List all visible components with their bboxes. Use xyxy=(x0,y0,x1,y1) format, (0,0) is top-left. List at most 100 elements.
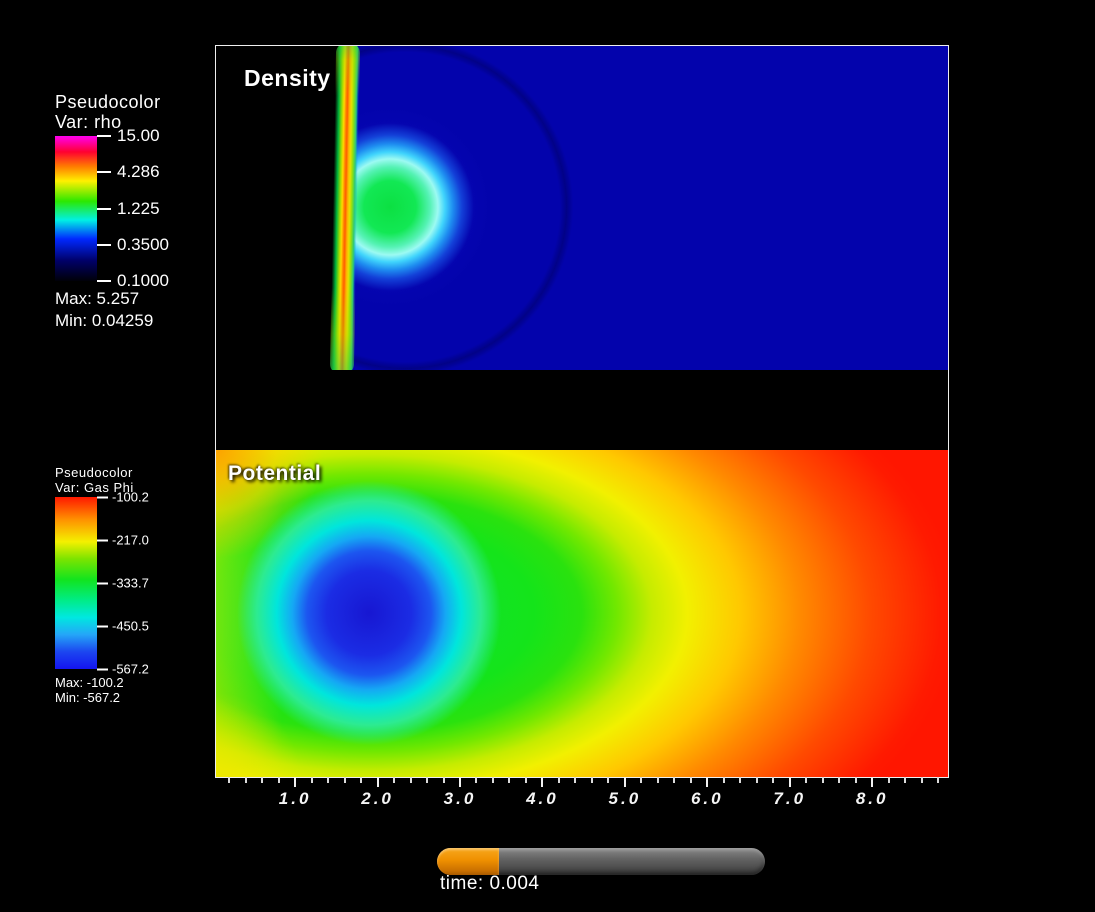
render-viewport: Density Potential xyxy=(215,45,949,778)
legend-tick-label: -450.5 xyxy=(112,618,149,634)
axis-tick-label: 8.0 xyxy=(855,789,889,808)
axis-minor-tick xyxy=(360,777,363,783)
legend-tick: 1.225 xyxy=(97,199,160,219)
legend-tick-label: 15.00 xyxy=(117,126,160,145)
density-colorbar xyxy=(55,136,97,281)
axis-minor-tick xyxy=(805,777,808,783)
legend-tick-label: -100.2 xyxy=(112,489,149,505)
density-pseudocolor-field xyxy=(344,46,948,370)
axis-tick-label: 3.0 xyxy=(443,789,477,808)
axis-minor-tick xyxy=(887,777,890,783)
axis-minor-tick xyxy=(821,777,824,783)
legend-tick-mark xyxy=(97,207,111,210)
axis-minor-tick xyxy=(277,777,280,783)
potential-max-label: Max: -100.2 xyxy=(55,675,124,690)
axis-minor-tick xyxy=(673,777,676,783)
axis-major-tick xyxy=(706,777,709,787)
time-slider-track[interactable] xyxy=(437,848,765,875)
legend-tick-label: 1.225 xyxy=(117,198,160,218)
axis-minor-tick xyxy=(491,777,494,783)
axis-minor-tick xyxy=(393,777,396,783)
legend-tick-label: -333.7 xyxy=(112,575,149,591)
legend-tick: -333.7 xyxy=(97,576,149,591)
axis-tick-label: 2.0 xyxy=(361,789,394,808)
x-axis: 1.0 2.0 3.0 4.0 5.0 6.0 7.0 8.0 xyxy=(216,777,948,819)
axis-major-tick xyxy=(541,777,544,787)
axis-minor-tick xyxy=(689,777,692,783)
axis-minor-tick xyxy=(904,777,907,783)
axis-minor-tick xyxy=(755,777,758,783)
axis-minor-tick xyxy=(838,777,841,783)
potential-plot-panel[interactable]: Potential xyxy=(216,450,948,777)
axis-minor-tick xyxy=(327,777,330,783)
legend-tick-label: -567.2 xyxy=(112,661,149,677)
legend-tick: 4.286 xyxy=(97,162,160,182)
axis-minor-tick xyxy=(244,777,247,783)
axis-major-tick xyxy=(376,777,379,787)
legend-tick-mark xyxy=(97,582,108,584)
potential-min-label: Min: -567.2 xyxy=(55,690,121,705)
legend-tick-mark xyxy=(97,668,108,670)
axis-minor-tick xyxy=(722,777,725,783)
density-min-label: Min: 0.04259 xyxy=(55,311,154,330)
density-legend-title: Pseudocolor xyxy=(55,92,161,112)
potential-colorbar xyxy=(55,497,97,669)
axis-minor-tick xyxy=(590,777,593,783)
axis-minor-tick xyxy=(261,777,264,783)
axis-major-tick xyxy=(871,777,874,787)
legend-tick-label: 4.286 xyxy=(117,162,160,182)
density-plot-panel[interactable]: Density xyxy=(216,46,948,370)
time-slider-fill xyxy=(437,848,500,875)
axis-minor-tick xyxy=(475,777,478,783)
potential-colorbar-ticks: -100.2 -217.0 -333.7 -450.5 -567.2 xyxy=(97,490,217,677)
axis-minor-tick xyxy=(656,777,659,783)
legend-tick-mark xyxy=(97,539,108,541)
potential-legend: Pseudocolor Var: Gas Phi -100.2 -217.0 -33… xyxy=(55,465,215,705)
axis-tick-label: 1.0 xyxy=(278,789,312,808)
legend-tick: -450.5 xyxy=(97,619,149,634)
axis-minor-tick xyxy=(772,777,775,783)
axis-minor-tick xyxy=(640,777,643,783)
potential-legend-title: Pseudocolor xyxy=(55,465,133,480)
potential-legend-variable: Var: Gas Phi xyxy=(55,480,134,495)
axis-minor-tick xyxy=(409,777,412,783)
legend-tick: -217.0 xyxy=(97,533,149,548)
legend-tick-mark xyxy=(97,243,111,246)
axis-tick-label: 7.0 xyxy=(773,789,807,808)
time-label: time: 0.004 xyxy=(440,873,540,894)
potential-pseudocolor-field xyxy=(216,450,948,777)
legend-tick-label: 0.1000 xyxy=(117,271,169,290)
axis-tick-label: 6.0 xyxy=(690,789,724,808)
axis-minor-tick xyxy=(937,777,940,783)
density-colorbar-ticks: 15.00 4.286 1.225 0.3500 0.1000 xyxy=(97,126,217,290)
axis-major-tick xyxy=(623,777,626,787)
legend-tick: 0.3500 xyxy=(97,235,169,255)
legend-tick-mark xyxy=(97,280,111,282)
legend-tick: -567.2 xyxy=(97,662,149,677)
axis-minor-tick xyxy=(524,777,527,783)
density-plot-title: Density xyxy=(244,65,331,91)
axis-minor-tick xyxy=(574,777,577,783)
legend-tick-label: 0.3500 xyxy=(117,234,169,254)
axis-minor-tick xyxy=(557,777,560,783)
legend-tick-mark xyxy=(97,135,111,137)
axis-minor-tick xyxy=(508,777,511,783)
axis-major-tick xyxy=(788,777,791,787)
axis-minor-tick xyxy=(228,777,231,783)
legend-tick-mark xyxy=(97,496,108,498)
axis-minor-tick xyxy=(310,777,313,783)
axis-minor-tick xyxy=(739,777,742,783)
legend-tick: -100.2 xyxy=(97,490,149,505)
legend-tick-label: -217.0 xyxy=(112,532,149,548)
axis-minor-tick xyxy=(442,777,445,783)
axis-major-tick xyxy=(459,777,461,787)
potential-plot-title: Potential xyxy=(228,462,322,485)
axis-minor-tick xyxy=(920,777,923,783)
density-legend-variable: Var: rho xyxy=(55,112,122,132)
density-legend: Pseudocolor Var: rho 15.00 4.286 1.225 0.35… xyxy=(55,92,225,330)
axis-tick-label: 4.0 xyxy=(526,789,559,808)
axis-minor-tick xyxy=(854,777,857,783)
density-max-label: Max: 5.257 xyxy=(55,289,140,308)
axis-tick-label: 5.0 xyxy=(608,789,642,808)
